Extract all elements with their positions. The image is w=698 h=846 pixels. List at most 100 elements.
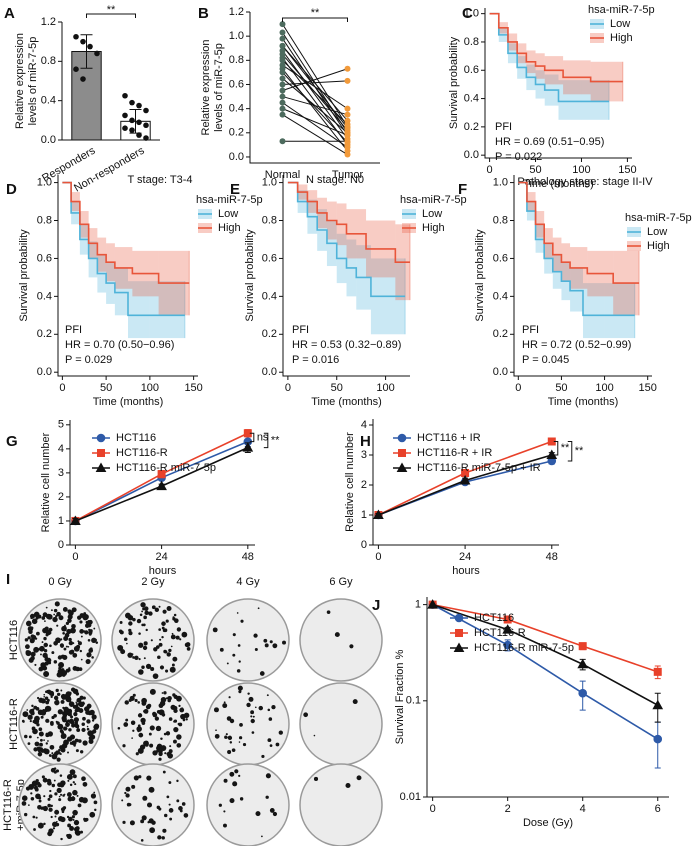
x-tick-label: Normal: [265, 169, 300, 181]
colony: [162, 828, 167, 833]
colony: [71, 815, 75, 819]
legend-label: HCT116-R: [474, 627, 526, 639]
colony: [43, 693, 46, 696]
colony: [272, 811, 278, 817]
colony: [234, 769, 239, 774]
colony: [34, 715, 40, 722]
data-point: [503, 640, 512, 650]
annotation: HR = 0.70 (0.50−0.96): [65, 339, 174, 351]
colony: [52, 827, 56, 830]
y-tick-label: 0.6: [229, 78, 244, 90]
colony: [146, 775, 152, 781]
colony: [227, 736, 231, 740]
colony: [53, 613, 56, 616]
colony: [122, 744, 126, 748]
colony: [161, 713, 166, 717]
colony: [345, 782, 351, 789]
colony: [68, 816, 73, 822]
data-point: [242, 442, 254, 452]
y-tick-label: 0.4: [229, 103, 244, 115]
colony: [91, 714, 97, 720]
colony: [257, 607, 260, 610]
normal-point: [279, 81, 286, 88]
legend-label: Low: [422, 208, 442, 220]
x-tick-label: 100: [376, 382, 394, 394]
colony: [86, 622, 92, 628]
row-label: HCT116-R: [8, 698, 20, 750]
colony: [56, 757, 61, 762]
colony: [176, 799, 180, 803]
culture-dish: [299, 598, 383, 682]
panel-label: C: [462, 5, 473, 22]
panel-label: A: [4, 5, 15, 22]
colony: [264, 643, 269, 648]
colony: [58, 641, 60, 644]
colony: [68, 637, 72, 642]
colony: [54, 809, 60, 815]
colony: [88, 735, 94, 741]
colony: [148, 786, 155, 793]
annotation: HR = 0.69 (0.51−0.95): [495, 136, 604, 148]
colony: [141, 623, 145, 627]
x-tick-label: 0: [515, 382, 521, 394]
colony: [138, 732, 144, 738]
culture-dish: [206, 763, 290, 846]
colony: [36, 631, 40, 636]
colony: [75, 692, 80, 696]
colony: [51, 753, 58, 760]
colony: [56, 611, 61, 617]
data-point: [80, 76, 86, 82]
colony: [67, 779, 70, 782]
axis-line: [57, 175, 198, 377]
colony: [176, 779, 179, 783]
colony: [35, 707, 40, 711]
colony: [134, 698, 138, 703]
colony: [38, 727, 43, 732]
colony: [179, 809, 183, 813]
colony: [356, 775, 362, 781]
colony: [131, 784, 136, 789]
colony: [161, 635, 164, 639]
colony: [161, 621, 166, 626]
colony: [148, 611, 153, 616]
annotation: HR = 0.72 (0.52−0.99): [522, 339, 631, 351]
colony: [265, 795, 269, 799]
colony: [34, 718, 37, 721]
normal-point: [279, 138, 286, 145]
y-tick-label: 4: [58, 443, 64, 455]
y-axis-label: Relative cell number: [344, 432, 356, 532]
legend-key: [454, 613, 464, 623]
colony: [134, 655, 139, 660]
y-axis-label: levels of miR-7-5p: [27, 37, 39, 126]
colony: [226, 716, 232, 721]
survival-curve: [287, 181, 410, 264]
column-label: 4 Gy: [236, 576, 260, 588]
y-tick-label: 0.01: [400, 791, 421, 803]
colony: [48, 754, 52, 757]
colony: [129, 820, 135, 826]
colony: [67, 751, 70, 754]
colony: [53, 608, 58, 613]
colony: [152, 712, 158, 718]
colony: [149, 743, 154, 748]
colony: [51, 752, 54, 755]
colony: [131, 737, 133, 739]
colony: [158, 628, 161, 631]
colony: [46, 689, 49, 692]
x-tick-label: 4: [580, 803, 586, 815]
colony: [50, 804, 53, 808]
colony: [58, 748, 61, 752]
colony: [32, 815, 36, 819]
colony: [91, 719, 95, 722]
colony: [121, 799, 124, 802]
data-point: [122, 125, 128, 131]
colony: [30, 651, 36, 657]
colony: [71, 629, 74, 633]
colony: [53, 640, 58, 646]
y-tick-label: 0: [58, 539, 64, 551]
normal-point: [279, 57, 286, 64]
x-axis-label: Time (months): [548, 396, 619, 408]
colony: [222, 703, 228, 709]
colony: [238, 741, 241, 743]
colony: [163, 691, 167, 695]
